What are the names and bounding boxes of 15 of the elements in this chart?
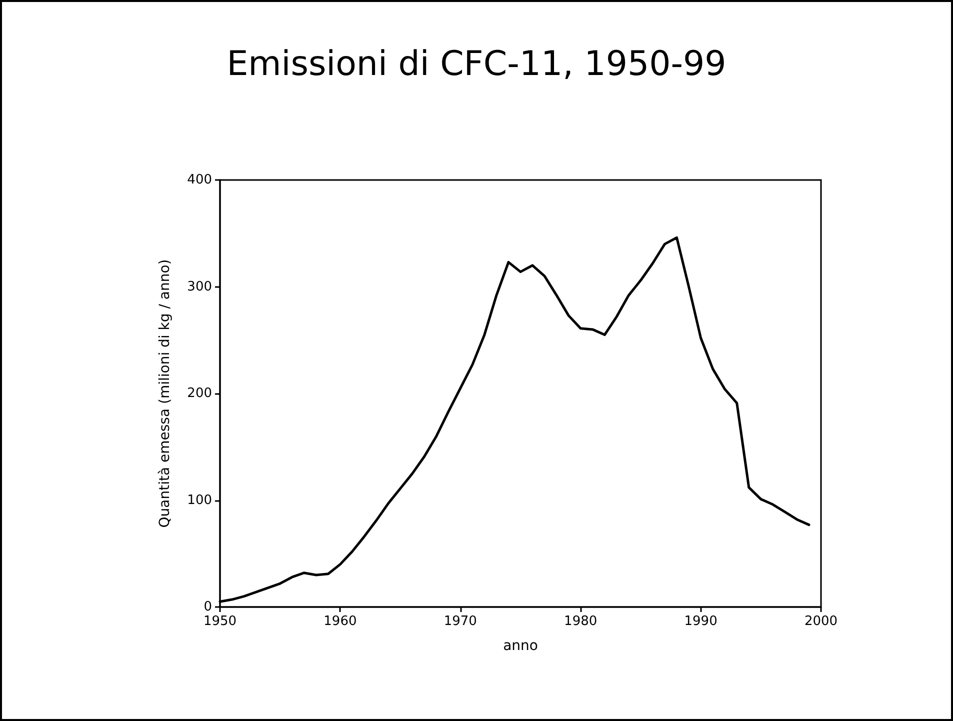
y-tick-label: 200 [187,386,212,401]
chart-title: Emissioni di CFC-11, 1950-99 [226,44,726,84]
y-tick-label: 400 [187,172,212,188]
y-tick-label: 100 [187,492,212,508]
y-tick-label: 0 [204,600,212,614]
x-axis-title: anno [503,638,538,654]
x-tick-label: 1950 [203,614,237,629]
line-series [218,236,810,603]
y-tick-label: 300 [187,279,212,294]
y-axis-title: Quantità emessa (milioni di kg / anno) [157,259,173,528]
x-tick-label: 1980 [564,614,598,629]
x-tick-label: 1970 [444,614,477,629]
x-tick-label: 2000 [804,614,838,629]
x-tick-label: 1960 [324,614,357,629]
x-tick-label: 1990 [684,614,718,629]
